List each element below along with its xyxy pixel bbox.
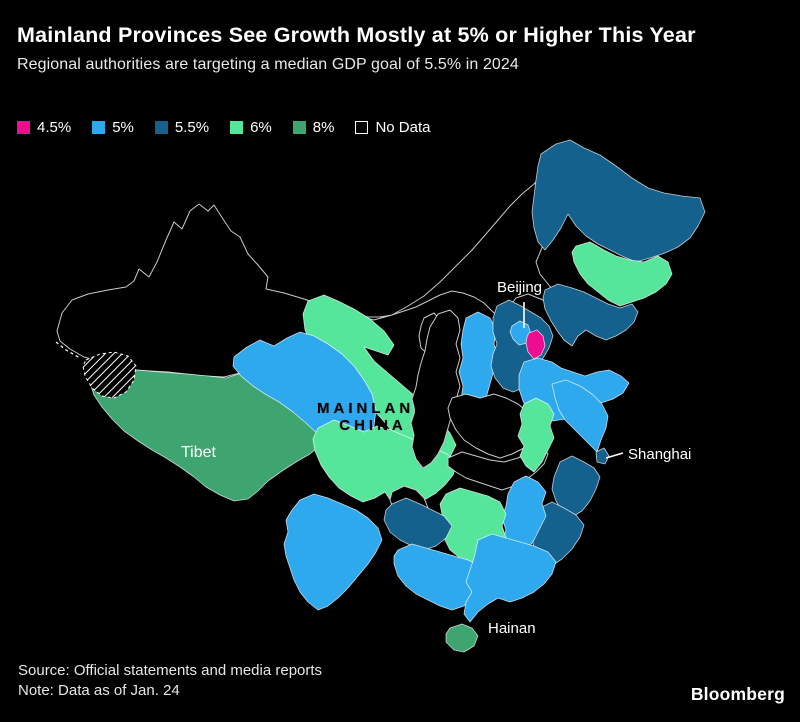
legend-swatch <box>230 121 244 134</box>
region-heilongjiang <box>531 139 706 263</box>
region-sichuan <box>312 419 458 508</box>
legend-item-5-: 5% <box>92 119 134 136</box>
footer: Source: Official statements and media re… <box>18 661 322 700</box>
region-jilin <box>571 241 673 307</box>
legend-item-5-5-: 5.5% <box>154 119 210 136</box>
map-label-shanghai: Shanghai <box>628 446 692 463</box>
legend-swatch <box>292 121 306 134</box>
data-note: Note: Data as of Jan. 24 <box>18 681 180 699</box>
region-tianjin <box>525 329 546 360</box>
legend-item-no-data: No Data <box>355 119 431 136</box>
region-zhejiang <box>551 455 601 518</box>
legend-item-4-5-: 4.5% <box>17 119 71 136</box>
chart-title: Mainland Provinces See Growth Mostly at … <box>17 23 696 47</box>
legend-label: 8% <box>312 119 335 136</box>
legend-swatch <box>154 121 168 134</box>
legend-item-8-: 8% <box>292 119 335 136</box>
map-label-mainland-china: MAINLAND CHINA <box>288 400 458 434</box>
legend-item-6-: 6% <box>230 119 272 136</box>
legend-label: 5.5% <box>174 119 210 136</box>
shanghai-callout-line <box>605 452 624 459</box>
legend-label: 6% <box>250 119 272 136</box>
disputed-area-hatch <box>82 351 137 399</box>
legend-label: 4.5% <box>37 119 72 136</box>
region-jiangsu <box>551 379 609 453</box>
region-guizhou <box>383 497 453 551</box>
region-yunnan <box>283 493 383 611</box>
bloomberg-logo: Bloomberg <box>690 684 785 704</box>
region-hainan <box>445 623 479 653</box>
map-label-tibet: Tibet <box>181 444 216 461</box>
legend-swatch <box>92 121 106 134</box>
map-label-beijing: Beijing <box>497 279 543 296</box>
mainland-china-line2: CHINA <box>339 417 407 434</box>
legend-label: 5% <box>112 119 134 136</box>
source-note: Source: Official statements and media re… <box>18 662 323 679</box>
header: Mainland Provinces See Growth Mostly at … <box>17 22 777 74</box>
chart-subtitle: Regional authorities are targeting a med… <box>17 56 519 73</box>
mainland-china-line1: MAINLAND <box>317 400 429 417</box>
legend-label: No Data <box>375 119 431 136</box>
legend-swatch <box>17 121 30 134</box>
legend: 4.5% 5% 5.5% 6% 8% No Data <box>17 119 431 136</box>
region-shanghai <box>595 447 610 465</box>
region-anhui <box>517 397 555 473</box>
legend-swatch <box>355 121 369 134</box>
disputed-border-dashed-line <box>55 341 81 359</box>
region-inner-mongolia <box>337 149 567 321</box>
region-guangdong <box>463 533 557 623</box>
map-label-hainan: Hainan <box>488 620 536 637</box>
region-shaanxi <box>410 309 461 469</box>
region-liaoning <box>542 283 639 347</box>
